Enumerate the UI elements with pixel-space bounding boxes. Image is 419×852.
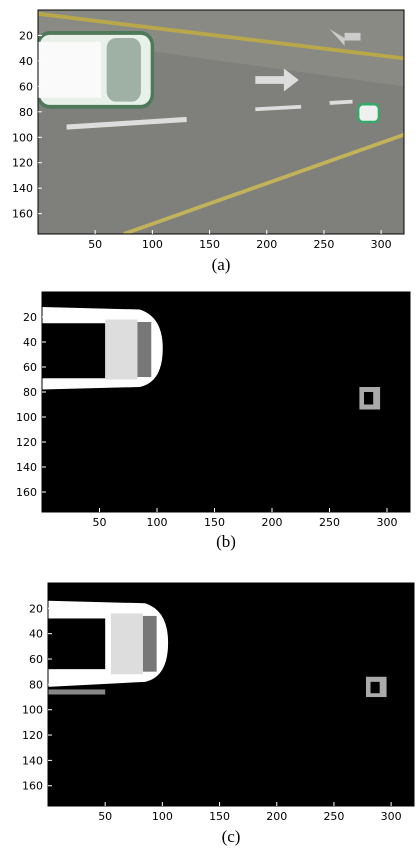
y-tick-label: 140 <box>16 461 37 474</box>
x-tick-label: 100 <box>142 238 163 251</box>
frame-image <box>38 10 404 234</box>
y-tick-label: 140 <box>12 182 33 195</box>
y-tick-label: 80 <box>19 106 33 119</box>
x-tick-label: 200 <box>262 516 283 529</box>
axes-box <box>37 9 405 235</box>
mask-image <box>48 583 414 806</box>
y-tick-label: 80 <box>29 678 43 691</box>
x-tick-label: 250 <box>323 810 344 823</box>
y-tick-label: 20 <box>19 29 33 42</box>
x-tick-label: 100 <box>147 516 168 529</box>
y-tick-label: 60 <box>19 80 33 93</box>
x-tick-label: 300 <box>377 516 398 529</box>
x-tick-label: 150 <box>204 516 225 529</box>
x-tick-label: 300 <box>371 238 392 251</box>
x-tick-label: 150 <box>199 238 220 251</box>
mask-image <box>42 292 410 512</box>
y-tick-label: 80 <box>23 386 37 399</box>
panel-label: (c) <box>222 827 241 846</box>
y-tick-label: 40 <box>29 628 43 641</box>
x-tick-label: 50 <box>93 516 107 529</box>
y-tick-label: 100 <box>22 704 43 717</box>
y-tick-label: 160 <box>12 208 33 221</box>
y-tick-label: 40 <box>23 336 37 349</box>
y-tick-label: 40 <box>19 55 33 68</box>
x-tick-label: 50 <box>98 810 112 823</box>
axes-box <box>41 291 411 513</box>
y-tick-label: 100 <box>16 411 37 424</box>
y-tick-label: 160 <box>22 780 43 793</box>
x-tick-label: 150 <box>209 810 230 823</box>
panel-label: (b) <box>216 532 236 551</box>
y-tick-label: 120 <box>16 436 37 449</box>
y-tick-label: 100 <box>12 131 33 144</box>
y-tick-label: 120 <box>12 157 33 170</box>
panel-label: (a) <box>212 255 231 274</box>
axes-box <box>47 582 415 807</box>
x-tick-label: 100 <box>152 810 173 823</box>
y-tick-label: 60 <box>29 653 43 666</box>
x-tick-label: 300 <box>381 810 402 823</box>
x-tick-label: 200 <box>256 238 277 251</box>
x-tick-label: 250 <box>313 238 334 251</box>
x-tick-label: 200 <box>266 810 287 823</box>
y-tick-label: 120 <box>22 729 43 742</box>
y-tick-label: 60 <box>23 361 37 374</box>
x-tick-label: 250 <box>319 516 340 529</box>
y-tick-label: 160 <box>16 486 37 499</box>
y-tick-label: 20 <box>23 311 37 324</box>
y-tick-label: 140 <box>22 754 43 767</box>
x-tick-label: 50 <box>88 238 102 251</box>
y-tick-label: 20 <box>29 602 43 615</box>
